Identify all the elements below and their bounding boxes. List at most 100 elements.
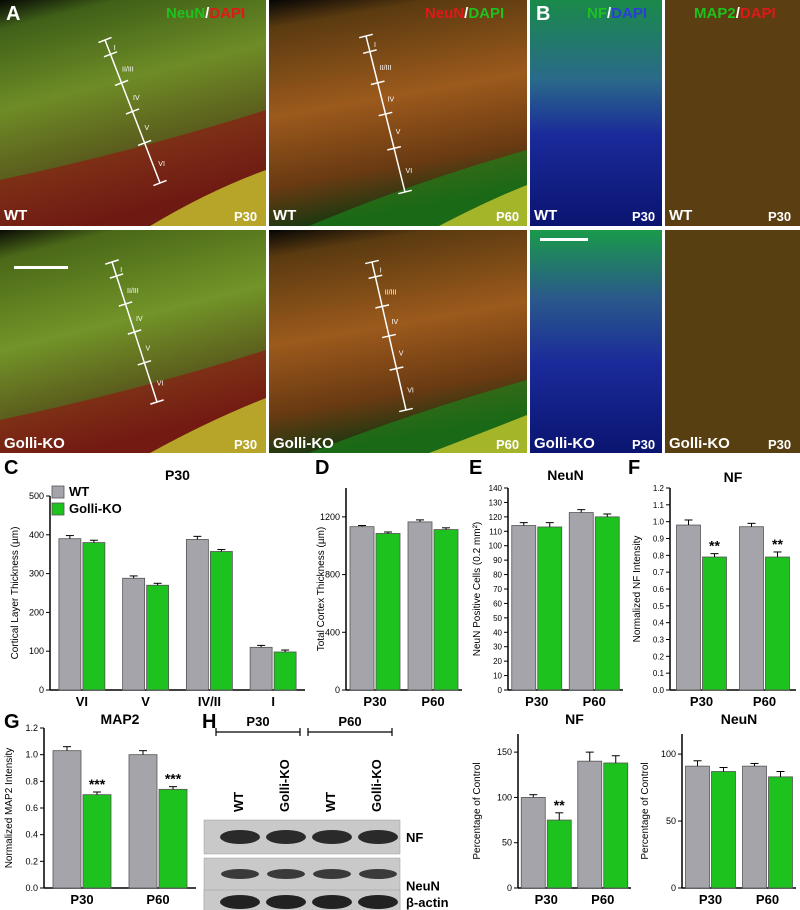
bar (676, 524, 701, 691)
layer-tick (378, 111, 393, 117)
micrograph-b1 (530, 0, 662, 226)
stain-sep: / (735, 5, 740, 22)
blot-band (221, 869, 259, 879)
age-label: P30 (632, 437, 656, 452)
layer-label: V (399, 350, 404, 357)
bar (702, 556, 727, 691)
x-tick-label: P30 (70, 892, 93, 907)
panel-letter-e: E (469, 457, 483, 479)
layer-tick (105, 259, 119, 265)
blot-band (220, 830, 260, 844)
panel-letter-h: H (202, 711, 217, 733)
bar (711, 771, 736, 889)
age-label: P30 (632, 209, 656, 224)
age-label: P30 (768, 437, 792, 452)
y-tick-label: 0.7 (653, 568, 665, 577)
y-tick-label: 0.9 (653, 535, 665, 544)
scale-bar (14, 266, 68, 269)
chart-g: MAP2 Normalized MAP2 Intensity 0.0 0.2 0.4 0.… (4, 711, 196, 907)
significance-marker: ** (554, 797, 565, 813)
blot-band (266, 830, 306, 844)
bar (122, 577, 146, 691)
stain-neun: NeuN (166, 5, 206, 22)
y-tick-label: 0.0 (653, 686, 665, 695)
blot-row-label: β-actin (406, 895, 449, 910)
panel-letter-d: D (315, 457, 330, 479)
y-tick-label: 800 (325, 570, 340, 580)
stain-nf: NF (587, 5, 607, 22)
layer-tick (359, 33, 373, 39)
y-axis-label: NeuN Positive Cells (0.2 mm²) (472, 522, 483, 656)
layer-tick (375, 304, 390, 309)
bar (739, 526, 764, 691)
bar (742, 765, 767, 889)
lane-label: Golli-KO (277, 759, 292, 812)
y-tick-label: 1.0 (25, 750, 38, 760)
y-axis-label: Percentage of Control (472, 762, 483, 859)
layer-tick (118, 301, 133, 307)
y-tick-label: 1.1 (653, 501, 665, 510)
layer-label: II/III (127, 288, 139, 295)
genotype-label: Golli-KO (4, 435, 65, 452)
bar (209, 551, 233, 691)
layer-label: IV (133, 95, 140, 102)
y-axis-label: Normalized MAP2 Intensity (4, 748, 15, 869)
layer-label: VI (406, 168, 413, 175)
chart-d: Total Cortex Thickness (µm) 0 400 800 1200 P3… (316, 488, 462, 708)
bar (82, 542, 106, 691)
bar (158, 788, 188, 889)
x-tick-label: IV/II (198, 694, 221, 708)
chart-f: NF Normalized NF Intensity 0.0 0.1 0.2 0.3 0.4… (632, 469, 796, 708)
layer-label: V (396, 129, 401, 136)
y-tick-label: 40 (493, 628, 502, 637)
y-tick-label: 150 (497, 747, 512, 757)
bar (375, 533, 401, 691)
stain-label-a2: NeuN/DAPI (425, 6, 504, 21)
blot-band (313, 869, 351, 879)
age-label: P30 (768, 209, 792, 224)
x-tick-label: P60 (146, 892, 169, 907)
layer-label: II/III (122, 67, 134, 74)
y-tick-label: 100 (497, 792, 512, 802)
x-tick-label: P60 (583, 694, 606, 708)
panel-letter-c: C (4, 457, 19, 479)
bar (603, 762, 629, 889)
y-tick-label: 0.3 (653, 636, 665, 645)
bar (128, 754, 158, 889)
blot-band (220, 895, 260, 909)
genotype-label: WT (273, 207, 297, 224)
layer-label: V (145, 345, 150, 352)
layer-bars-overlay: I II/III IV V VI I II/III IV V VI I II/III IV V VI I II/… (98, 33, 413, 387)
micrograph-b2 (665, 0, 800, 226)
genotype-label: Golli-KO (669, 435, 730, 452)
y-tick-label: 500 (29, 491, 44, 501)
stain-dapi: DAPI (739, 5, 776, 22)
scale-bar (540, 238, 588, 241)
y-tick-label: 1.2 (653, 484, 665, 493)
y-tick-label: 0.6 (25, 803, 38, 813)
y-tick-label: 400 (29, 530, 44, 540)
x-tick-label: VI (76, 694, 88, 708)
significance-marker: *** (89, 776, 106, 792)
bar (685, 765, 710, 889)
micro-svg-b3 (530, 230, 662, 453)
y-tick-label: 0.4 (25, 830, 38, 840)
x-tick-label: P60 (421, 694, 444, 708)
age-label: P30 (234, 437, 258, 452)
panel-letter-g: G (4, 711, 20, 733)
layer-tick (362, 49, 377, 55)
chart-e: NeuN NeuN Positive Cells (0.2 mm²) 0 10 20 30… (472, 467, 623, 708)
layer-label: VI (157, 380, 164, 387)
y-tick-label: 0.1 (653, 669, 665, 678)
x-tick-label: P60 (591, 892, 614, 907)
blot-band (358, 830, 398, 844)
layer-label: II/III (380, 65, 392, 72)
layer-tick (365, 259, 379, 265)
y-tick-label: 140 (489, 484, 503, 493)
y-tick-label: 0 (498, 686, 503, 695)
x-tick-label: P30 (535, 892, 558, 907)
blot-band (312, 895, 352, 909)
genotype-label: WT (4, 207, 28, 224)
y-tick-label: 100 (661, 749, 676, 759)
significance-marker: ** (772, 536, 783, 552)
